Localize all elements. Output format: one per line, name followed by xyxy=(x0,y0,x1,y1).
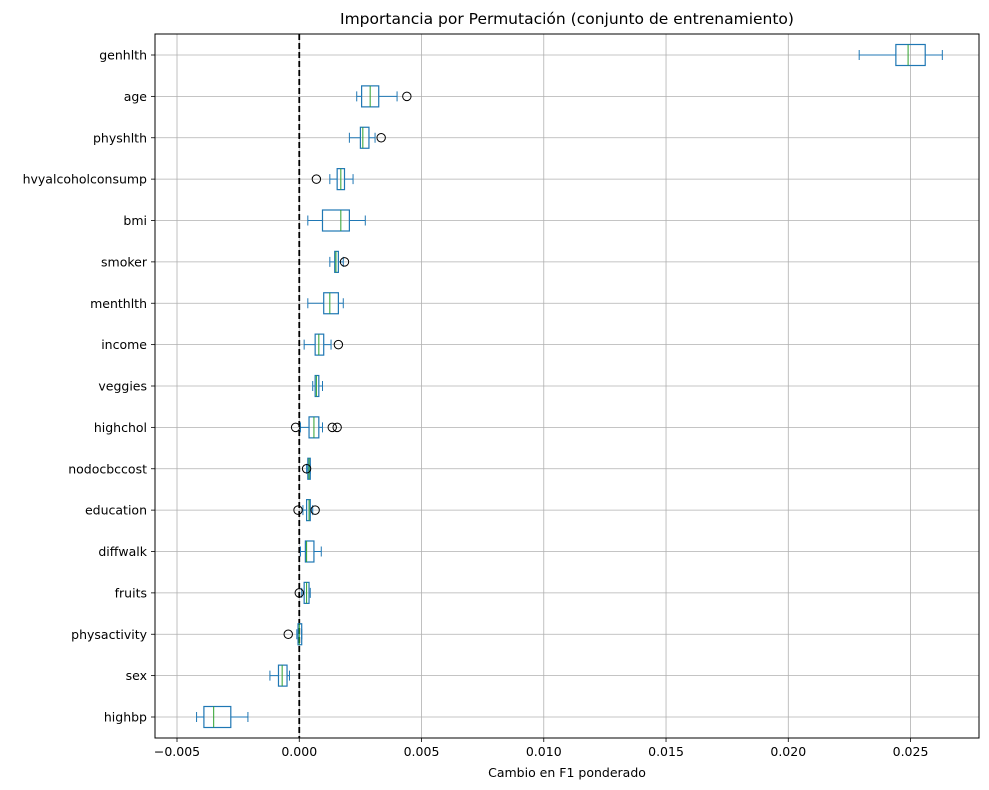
box-plots xyxy=(196,43,943,729)
y-tick-label-fruits: fruits xyxy=(115,585,147,600)
y-tick-label-menthlth: menthlth xyxy=(90,296,147,311)
box-diffwalk xyxy=(299,540,322,563)
y-tick-label-physhlth: physhlth xyxy=(93,130,147,145)
box-iqr xyxy=(334,250,339,273)
outlier-point xyxy=(332,422,342,433)
box-genhlth xyxy=(858,43,943,67)
outlier-point xyxy=(294,588,304,598)
y-tick-label-hvyalcoholconsump: hvyalcoholconsump xyxy=(23,172,147,187)
box-iqr xyxy=(895,43,926,67)
box-highchol xyxy=(290,416,342,439)
y-tick-label-physactivity: physactivity xyxy=(71,627,147,642)
y-tick-label-highchol: highchol xyxy=(94,420,147,435)
outlier-point xyxy=(301,464,312,474)
x-tick-label: 0.015 xyxy=(648,744,684,759)
box-nodocbccost xyxy=(301,457,312,480)
box-iqr xyxy=(277,664,288,687)
box-iqr xyxy=(203,705,232,729)
box-bmi xyxy=(307,209,366,232)
outlier-point xyxy=(376,133,386,143)
box-income xyxy=(303,333,344,356)
outlier-point xyxy=(290,422,301,433)
y-tick-label-nodocbccost: nodocbccost xyxy=(68,461,147,476)
box-education xyxy=(293,499,320,522)
outlier-point xyxy=(402,91,412,102)
y-tick-label-genhlth: genhlth xyxy=(99,48,147,63)
x-tick-label: 0.005 xyxy=(404,744,440,759)
y-tick-label-income: income xyxy=(101,337,147,352)
box-highbp xyxy=(196,705,249,729)
box-age xyxy=(356,85,412,108)
box-iqr xyxy=(321,209,350,232)
box-physactivity xyxy=(283,623,303,646)
box-iqr xyxy=(323,292,339,315)
box-iqr xyxy=(314,333,325,356)
box-iqr xyxy=(297,623,303,646)
outlier-point xyxy=(283,629,293,639)
outlier-point xyxy=(333,339,344,350)
box-veggies xyxy=(312,374,323,398)
outlier-point xyxy=(327,422,337,433)
outlier-point xyxy=(339,257,350,267)
grid-lines xyxy=(155,34,979,738)
x-tick-label: 0.020 xyxy=(770,744,806,759)
y-tick-label-sex: sex xyxy=(126,668,147,683)
box-iqr xyxy=(359,126,370,149)
box-iqr xyxy=(314,374,320,398)
box-menthlth xyxy=(307,292,344,315)
x-axis-label: Cambio en F1 ponderado xyxy=(488,765,646,780)
outlier-point xyxy=(293,505,303,515)
y-tick-label-education: education xyxy=(85,503,147,518)
y-axis-ticks: genhlth age physhlth hvyalcoholconsump bmi sm… xyxy=(23,48,155,725)
x-tick-label: 0.010 xyxy=(526,744,562,759)
x-tick-label: 0.000 xyxy=(281,744,317,759)
y-tick-label-veggies: veggies xyxy=(98,379,147,394)
outlier-point xyxy=(310,505,320,515)
box-iqr xyxy=(304,540,315,563)
y-tick-label-smoker: smoker xyxy=(101,254,148,269)
box-fruits xyxy=(294,581,311,604)
box-physhlth xyxy=(348,126,386,149)
outlier-point xyxy=(311,174,322,184)
box-sex xyxy=(269,664,290,687)
x-tick-label: −0.005 xyxy=(154,744,200,759)
box-iqr xyxy=(305,499,311,522)
box-hvyalcoholconsump xyxy=(311,168,354,191)
y-tick-label-diffwalk: diffwalk xyxy=(98,544,147,559)
x-tick-label: 0.025 xyxy=(893,744,929,759)
y-tick-label-highbp: highbp xyxy=(104,710,147,725)
x-axis-ticks: −0.005 0.000 0.005 0.010 0.015 0.020 0.025 xyxy=(154,738,929,759)
y-tick-label-bmi: bmi xyxy=(123,213,147,228)
chart-title: Importancia por Permutación (conjunto de… xyxy=(340,10,794,28)
box-smoker xyxy=(329,250,350,273)
y-tick-label-age: age xyxy=(124,89,148,104)
